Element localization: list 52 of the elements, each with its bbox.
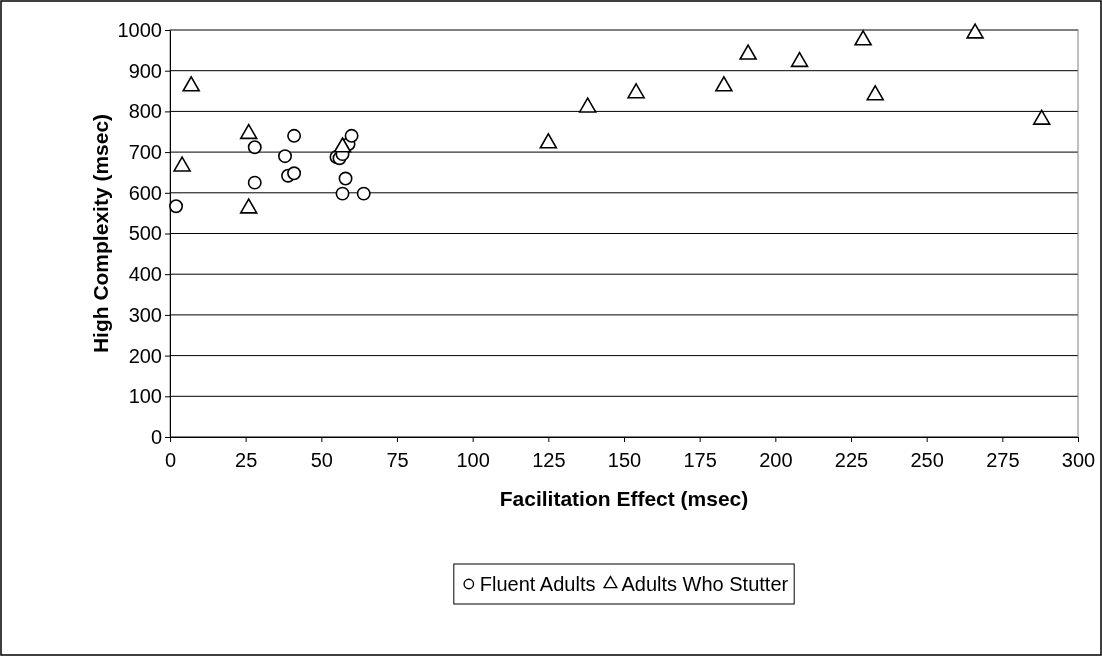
point <box>578 97 597 113</box>
x-tick-label: 50 <box>310 449 333 471</box>
y-tick-label: 1000 <box>117 18 162 41</box>
x-tick-label: 150 <box>607 449 642 471</box>
point <box>966 23 984 39</box>
y-tick-label: 400 <box>128 263 162 286</box>
y-tick-label: 100 <box>128 385 162 408</box>
x-tick-label: 225 <box>834 449 869 471</box>
x-tick-label: 275 <box>986 449 1020 471</box>
point <box>539 133 558 149</box>
x-tick-label: 125 <box>532 449 566 471</box>
point <box>790 51 809 68</box>
y-tick-label: 600 <box>128 181 162 204</box>
x-axis-title: Facilitation Effect (msec) <box>499 487 749 510</box>
point <box>333 137 352 153</box>
x-tick-label: 100 <box>456 449 490 471</box>
point <box>173 156 191 172</box>
point <box>239 123 258 140</box>
y-tick-label: 0 <box>150 425 162 448</box>
point <box>287 128 302 143</box>
x-tick-label: 175 <box>683 449 717 471</box>
x-tick-label: 75 <box>386 449 409 471</box>
point <box>356 186 371 201</box>
x-tick-label: 25 <box>235 449 258 471</box>
y-tick-label: 900 <box>128 59 162 82</box>
x-tick-label: 200 <box>759 449 793 471</box>
y-tick-label: 500 <box>128 222 162 245</box>
point <box>1032 109 1051 125</box>
legend-label: Fluent Adults <box>479 573 596 595</box>
point <box>866 85 884 101</box>
x-tick-label: 300 <box>1061 449 1096 471</box>
point <box>169 199 184 214</box>
y-axis-title: High Complexity (msec) <box>89 113 112 354</box>
point <box>247 175 262 190</box>
y-tick-label: 300 <box>128 303 162 326</box>
x-tick-label: 0 <box>164 449 177 471</box>
x-tick-label: 250 <box>910 449 944 471</box>
y-tick-label: 200 <box>128 344 162 367</box>
point <box>344 128 359 143</box>
y-tick-label: 700 <box>128 141 162 163</box>
legend-label: Adults Who Stutter <box>621 573 789 595</box>
point <box>627 83 645 99</box>
point <box>854 30 872 46</box>
point <box>278 149 292 164</box>
point <box>338 171 353 186</box>
point <box>335 186 350 201</box>
point <box>182 76 200 92</box>
point <box>247 140 262 155</box>
point <box>287 166 302 181</box>
point <box>739 44 757 60</box>
point <box>715 76 733 92</box>
y-tick-label: 800 <box>128 100 162 123</box>
